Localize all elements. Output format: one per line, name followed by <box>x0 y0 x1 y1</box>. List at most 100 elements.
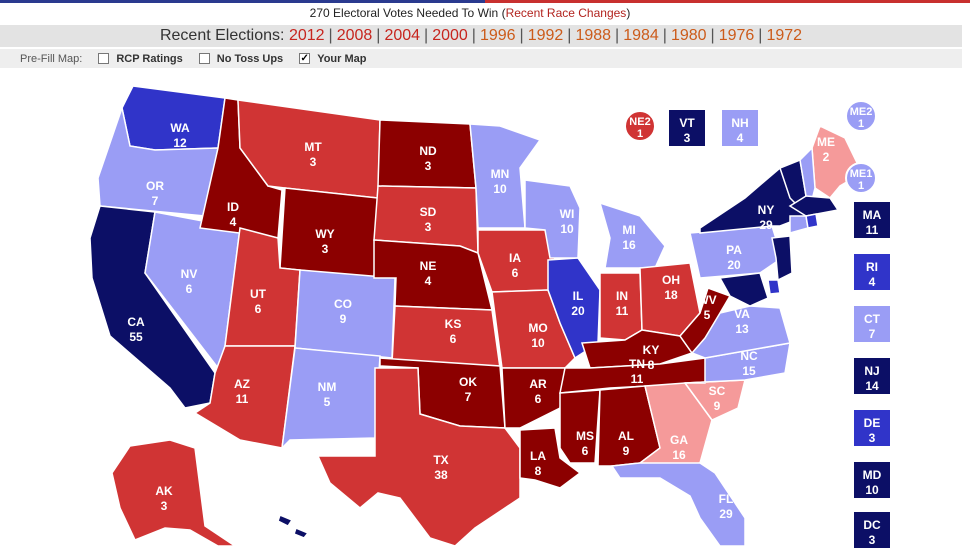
state-ak[interactable] <box>111 439 237 546</box>
your-map-checkbox[interactable]: ✓ <box>299 53 311 64</box>
small-state-ev: 10 <box>865 483 879 497</box>
rcp-ratings-label: RCP Ratings <box>116 52 183 65</box>
small-state-box-dc[interactable]: DC 3 <box>852 510 892 550</box>
small-state-box-ri[interactable]: RI 4 <box>852 252 892 292</box>
state-md-shape[interactable] <box>718 272 769 307</box>
state-in[interactable] <box>599 272 643 341</box>
top-strip-dem <box>0 0 485 3</box>
state-nm[interactable] <box>280 347 381 451</box>
state-wy[interactable] <box>279 187 379 279</box>
year-separator: | <box>615 27 620 44</box>
rcp-ratings-checkbox[interactable] <box>98 53 110 64</box>
ev-needed-close: ) <box>626 6 631 20</box>
small-state-box-nj[interactable]: NJ 14 <box>852 356 892 396</box>
small-state-box-ma[interactable]: MA 11 <box>852 200 892 240</box>
election-year-1976[interactable]: 1976 <box>718 27 755 44</box>
year-separator: | <box>758 27 763 44</box>
election-year-1996[interactable]: 1996 <box>479 27 516 44</box>
small-state-abbr: NJ <box>864 364 880 378</box>
no-toss-ups-checkbox[interactable] <box>198 53 210 64</box>
district-abbr: ME1 <box>849 168 873 180</box>
year-separator: | <box>710 27 715 44</box>
state-fl[interactable] <box>610 462 746 546</box>
state-de-shape[interactable] <box>767 279 781 295</box>
small-state-ev: 4 <box>736 131 744 145</box>
district-ev: 1 <box>857 180 865 192</box>
year-separator: | <box>328 27 333 44</box>
state-mi[interactable] <box>598 201 666 269</box>
state-nj-shape[interactable] <box>771 235 793 282</box>
district-abbr: NE2 <box>629 116 651 128</box>
small-state-abbr: MD <box>862 468 882 482</box>
state-ks[interactable] <box>391 305 501 369</box>
district-circle-me1[interactable]: ME1 1 <box>845 162 877 194</box>
small-state-ev: 11 <box>865 223 879 237</box>
year-separator: | <box>376 27 381 44</box>
election-year-2012[interactable]: 2012 <box>288 27 325 44</box>
prefill-option-rcp[interactable]: RCP Ratings <box>98 52 183 65</box>
small-state-box-nh[interactable]: NH 4 <box>720 108 760 148</box>
top-color-strip <box>0 0 970 3</box>
year-separator: | <box>519 27 524 44</box>
election-year-2008[interactable]: 2008 <box>336 27 373 44</box>
small-state-abbr: NH <box>731 116 749 130</box>
prefill-option-no-tossups[interactable]: No Toss Ups <box>198 52 284 65</box>
election-year-1992[interactable]: 1992 <box>527 27 564 44</box>
top-strip-rep <box>485 0 970 3</box>
state-co[interactable] <box>294 269 396 359</box>
election-year-2004[interactable]: 2004 <box>384 27 421 44</box>
us-electoral-map: WA12OR7CA55NV6ID4MT3WY3UT6AZ11CO9NM5ND3S… <box>89 85 863 546</box>
district-ev: 1 <box>857 118 865 130</box>
state-la[interactable] <box>519 427 582 489</box>
prefill-map-bar: Pre-Fill Map: RCP Ratings No Toss Ups ✓ … <box>0 49 962 68</box>
small-state-ev: 3 <box>868 533 876 547</box>
election-year-1988[interactable]: 1988 <box>575 27 612 44</box>
district-ev: 1 <box>636 128 644 140</box>
small-state-box-md[interactable]: MD 10 <box>852 460 892 500</box>
state-ri-shape[interactable] <box>805 213 819 229</box>
state-wv[interactable] <box>679 287 732 355</box>
election-year-1984[interactable]: 1984 <box>623 27 659 44</box>
year-separator: | <box>424 27 429 44</box>
recent-race-changes-link[interactable]: Recent Race Changes <box>505 6 627 20</box>
small-state-ev: 3 <box>868 431 876 445</box>
year-separator: | <box>567 27 572 44</box>
state-nd[interactable] <box>377 119 477 189</box>
small-state-box-vt[interactable]: VT 3 <box>667 108 707 148</box>
small-state-abbr: DC <box>863 518 881 532</box>
election-year-1972[interactable]: 1972 <box>766 27 803 44</box>
state-ms[interactable] <box>559 389 601 464</box>
state-wa[interactable] <box>121 85 226 151</box>
small-state-box-ct[interactable]: CT 7 <box>852 304 892 344</box>
district-circle-me2[interactable]: ME2 1 <box>845 100 877 132</box>
your-map-label: Your Map <box>317 52 367 65</box>
state-ct-shape[interactable] <box>789 215 809 234</box>
recent-elections-label: Recent Elections: <box>159 27 285 44</box>
ev-needed-banner: 270 Electoral Votes Needed To Win (Recen… <box>0 6 940 20</box>
year-separator: | <box>471 27 476 44</box>
prefill-option-your-map[interactable]: ✓ Your Map <box>299 53 366 65</box>
state-ma-shape[interactable] <box>788 195 840 217</box>
state-ar[interactable] <box>501 367 566 429</box>
small-state-ev: 14 <box>865 379 879 393</box>
small-state-ev: 3 <box>683 131 691 145</box>
state-mn[interactable] <box>469 123 542 229</box>
small-state-box-de[interactable]: DE 3 <box>852 408 892 448</box>
map-states <box>89 85 863 546</box>
district-circle-ne2[interactable]: NE2 1 <box>624 110 656 142</box>
small-state-abbr: VT <box>679 116 695 130</box>
state-wi[interactable] <box>524 179 581 259</box>
election-year-1980[interactable]: 1980 <box>670 27 707 44</box>
election-year-2000[interactable]: 2000 <box>432 27 468 44</box>
small-state-ev: 7 <box>868 327 876 341</box>
small-state-abbr: MA <box>862 208 882 222</box>
state-tx[interactable] <box>316 367 521 546</box>
state-pa[interactable] <box>689 225 783 279</box>
no-toss-ups-label: No Toss Ups <box>216 52 284 65</box>
small-state-abbr: DE <box>863 416 881 430</box>
year-separator: | <box>662 27 667 44</box>
small-state-abbr: RI <box>866 260 878 274</box>
election-years-list: 2012 | 2008 | 2004 | 2000 | 1996 | 1992 | 1988 | 1984 |… <box>289 27 802 44</box>
state-hi-shape[interactable] <box>277 513 310 539</box>
district-abbr: ME2 <box>849 106 873 118</box>
